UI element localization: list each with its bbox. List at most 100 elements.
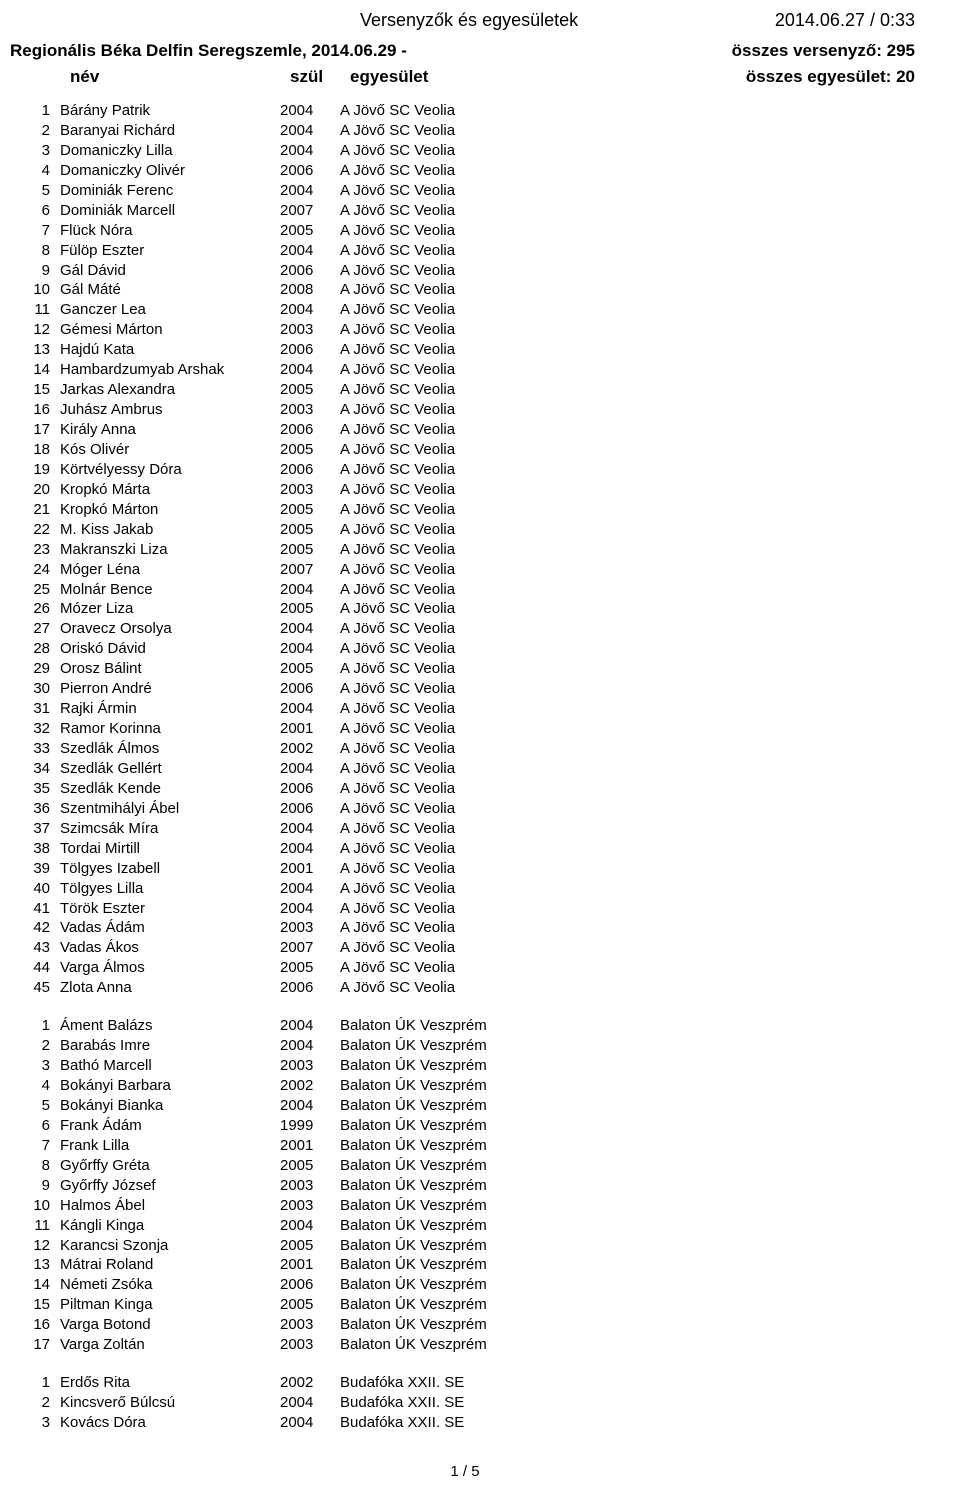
row-club: Balaton ÚK Veszprém: [340, 1096, 487, 1116]
row-number: 4: [10, 1076, 60, 1096]
row-number: 4: [10, 161, 60, 181]
row-number: 7: [10, 1136, 60, 1156]
row-name: Varga Álmos: [60, 958, 280, 978]
row-club: A Jövő SC Veolia: [340, 978, 455, 998]
row-name: Molnár Bence: [60, 580, 280, 600]
row-year: 2004: [280, 101, 340, 121]
row-number: 14: [10, 360, 60, 380]
row-number: 30: [10, 679, 60, 699]
table-row: 11Ganczer Lea2004A Jövő SC Veolia: [10, 300, 920, 320]
row-number: 5: [10, 1096, 60, 1116]
row-name: Németi Zsóka: [60, 1275, 280, 1295]
row-number: 16: [10, 1315, 60, 1335]
row-club: A Jövő SC Veolia: [340, 201, 455, 221]
row-year: 2001: [280, 1255, 340, 1275]
row-number: 29: [10, 659, 60, 679]
row-year: 2004: [280, 699, 340, 719]
row-year: 2003: [280, 1056, 340, 1076]
row-year: 2005: [280, 1295, 340, 1315]
row-year: 2004: [280, 1036, 340, 1056]
row-number: 36: [10, 799, 60, 819]
row-number: 20: [10, 480, 60, 500]
row-year: 2004: [280, 121, 340, 141]
row-year: 2004: [280, 759, 340, 779]
group-block: 1Erdős Rita2002Budafóka XXII. SE2Kincsve…: [10, 1373, 920, 1433]
table-row: 4Bokányi Barbara2002Balaton ÚK Veszprém: [10, 1076, 920, 1096]
row-number: 25: [10, 580, 60, 600]
table-row: 11Kángli Kinga2004Balaton ÚK Veszprém: [10, 1216, 920, 1236]
table-row: 20Kropkó Márta2003A Jövő SC Veolia: [10, 480, 920, 500]
row-year: 2002: [280, 1373, 340, 1393]
row-year: 2006: [280, 779, 340, 799]
row-name: Pierron André: [60, 679, 280, 699]
table-row: 45Zlota Anna2006A Jövő SC Veolia: [10, 978, 920, 998]
row-number: 10: [10, 280, 60, 300]
table-row: 7Frank Lilla2001Balaton ÚK Veszprém: [10, 1136, 920, 1156]
row-name: Domaniczky Olivér: [60, 161, 280, 181]
row-club: A Jövő SC Veolia: [340, 300, 455, 320]
row-number: 2: [10, 121, 60, 141]
table-row: 28Oriskó Dávid2004A Jövő SC Veolia: [10, 639, 920, 659]
column-header: név szül egyesület összes egyesület: 20: [10, 67, 920, 87]
row-club: A Jövő SC Veolia: [340, 739, 455, 759]
row-club: A Jövő SC Veolia: [340, 938, 455, 958]
row-club: A Jövő SC Veolia: [340, 639, 455, 659]
table-row: 10Halmos Ábel2003Balaton ÚK Veszprém: [10, 1196, 920, 1216]
row-name: Makranszki Liza: [60, 540, 280, 560]
row-year: 2005: [280, 221, 340, 241]
row-year: 2003: [280, 1335, 340, 1355]
row-year: 2007: [280, 938, 340, 958]
row-club: A Jövő SC Veolia: [340, 460, 455, 480]
table-row: 2Kincsverő Búlcsú2004Budafóka XXII. SE: [10, 1393, 920, 1413]
row-number: 10: [10, 1196, 60, 1216]
row-year: 2004: [280, 181, 340, 201]
row-number: 3: [10, 1056, 60, 1076]
row-name: Szedlák Kende: [60, 779, 280, 799]
row-club: Balaton ÚK Veszprém: [340, 1315, 487, 1335]
row-club: A Jövő SC Veolia: [340, 699, 455, 719]
row-name: Körtvélyessy Dóra: [60, 460, 280, 480]
table-row: 24Móger Léna2007A Jövő SC Veolia: [10, 560, 920, 580]
row-club: A Jövő SC Veolia: [340, 619, 455, 639]
row-name: Vadas Ádám: [60, 918, 280, 938]
table-row: 3Kovács Dóra2004Budafóka XXII. SE: [10, 1413, 920, 1433]
row-year: 2001: [280, 1136, 340, 1156]
row-club: Balaton ÚK Veszprém: [340, 1236, 487, 1256]
row-number: 22: [10, 520, 60, 540]
table-row: 2Barabás Imre2004Balaton ÚK Veszprém: [10, 1036, 920, 1056]
row-club: A Jövő SC Veolia: [340, 101, 455, 121]
row-name: Szimcsák Míra: [60, 819, 280, 839]
row-year: 2004: [280, 300, 340, 320]
row-year: 2006: [280, 460, 340, 480]
row-name: Dominiák Marcell: [60, 201, 280, 221]
page-footer: 1 / 5: [10, 1463, 920, 1480]
row-name: Mózer Liza: [60, 599, 280, 619]
table-row: 19Körtvélyessy Dóra2006A Jövő SC Veolia: [10, 460, 920, 480]
table-row: 13Hajdú Kata2006A Jövő SC Veolia: [10, 340, 920, 360]
row-year: 2004: [280, 639, 340, 659]
row-name: Bokányi Bianka: [60, 1096, 280, 1116]
row-number: 13: [10, 1255, 60, 1275]
row-name: Dominiák Ferenc: [60, 181, 280, 201]
row-name: Vadas Ákos: [60, 938, 280, 958]
row-club: Balaton ÚK Veszprém: [340, 1176, 487, 1196]
table-row: 43Vadas Ákos2007A Jövő SC Veolia: [10, 938, 920, 958]
row-year: 2004: [280, 819, 340, 839]
row-club: A Jövő SC Veolia: [340, 918, 455, 938]
row-name: Ganczer Lea: [60, 300, 280, 320]
row-name: Frank Ádám: [60, 1116, 280, 1136]
row-name: Rajki Ármin: [60, 699, 280, 719]
table-row: 40Tölgyes Lilla2004A Jövő SC Veolia: [10, 879, 920, 899]
row-club: A Jövő SC Veolia: [340, 340, 455, 360]
row-number: 13: [10, 340, 60, 360]
row-year: 2004: [280, 1096, 340, 1116]
row-number: 23: [10, 540, 60, 560]
row-name: Kángli Kinga: [60, 1216, 280, 1236]
row-year: 2004: [280, 1216, 340, 1236]
table-row: 15Piltman Kinga2005Balaton ÚK Veszprém: [10, 1295, 920, 1315]
row-club: A Jövő SC Veolia: [340, 540, 455, 560]
row-year: 2004: [280, 619, 340, 639]
table-row: 29Orosz Bálint2005A Jövő SC Veolia: [10, 659, 920, 679]
row-number: 45: [10, 978, 60, 998]
row-name: Szedlák Álmos: [60, 739, 280, 759]
